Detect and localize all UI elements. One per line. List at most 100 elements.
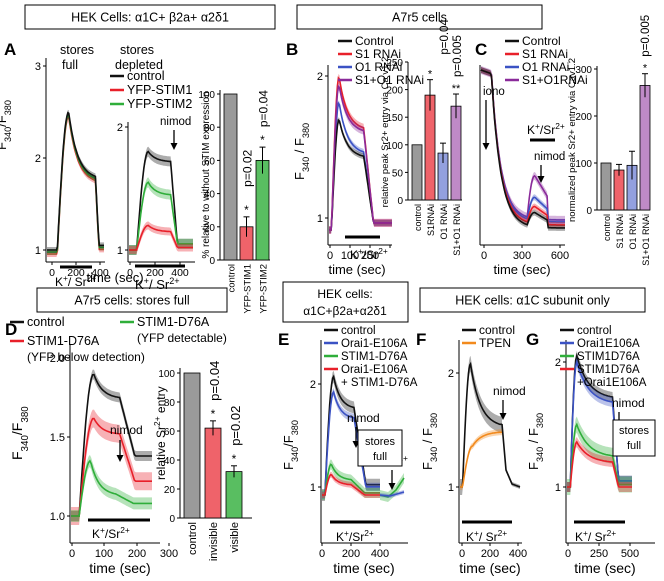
panel-c-bar-bar	[600, 162, 612, 211]
panel-b-s1o1	[329, 84, 392, 231]
panel-c-xticklabel: 300	[513, 250, 531, 262]
panel-e-nimod: nimod	[347, 411, 380, 425]
panel-f-tpen-band	[460, 429, 502, 490]
panel-g-legend-item: STIM1D76A	[577, 364, 640, 376]
panel-e-yticklabel: 1	[310, 482, 316, 494]
panel-letter-a: A	[4, 40, 16, 59]
panel-a-right-yticklabel: 1	[117, 245, 123, 257]
panel-f-control	[460, 361, 502, 488]
panel-c-bar-xlabel: S1+O1 RNAi	[641, 214, 651, 266]
panel-d-bar-yticklabel: 100	[158, 369, 175, 380]
header-hek-mid-1: HEK cells:	[317, 287, 372, 301]
panel-a-dep-stim1	[129, 224, 193, 251]
panel-d-bar-star: *	[232, 452, 237, 466]
panel-a-bar-xlabel: control	[227, 264, 238, 293]
panel-a-left-xticklabel: 0	[49, 267, 55, 279]
panel-d-xticklabel: 300	[160, 548, 178, 560]
panel-b-bar-yticklabel: 0	[397, 196, 403, 207]
panel-c-nimod-arrow-head	[537, 176, 545, 183]
panel-g-xticklabel: 0	[565, 548, 571, 560]
panel-e-ylabel: F340/F380	[281, 420, 300, 470]
panel-b-bar-bar	[424, 94, 436, 201]
panel-b-bar-yticklabel: 100	[386, 141, 403, 152]
panel-g-box-1: stores	[619, 425, 649, 437]
panel-g-yticklabel: 2	[555, 357, 561, 369]
panel-d-legend-3-item: STIM1-D76A	[137, 315, 210, 329]
panel-a-bar-ylabel: % relative to without STIM expression	[201, 91, 212, 258]
panel-c-stim: K+/Sr2+	[527, 121, 565, 137]
panel-d-nimod: nimod	[110, 423, 143, 437]
panel-d-bar-p1: p=0.04	[207, 361, 222, 401]
panel-b-stim: K+/Sr2+	[350, 246, 388, 262]
panel-d-bar-p2: p=0.02	[228, 406, 243, 446]
panel-a-left-xticklabel: 200	[67, 267, 85, 279]
panel-g-xticklabel: 500	[621, 548, 639, 560]
panel-a-legend-item: YFP-STIM2	[127, 97, 192, 111]
panel-f-yticklabel: 2	[448, 368, 454, 380]
panel-g-stim	[567, 422, 632, 488]
panel-e-xticklabel: 0	[319, 548, 325, 560]
panel-g-stim: K+/ Sr2+	[575, 528, 616, 544]
panel-b-bar-yticklabel: 200	[386, 86, 403, 97]
panel-a-ylabel: F340/F380	[0, 100, 13, 150]
panel-b-yticklabel: 2	[317, 71, 323, 83]
panel-e-legend-item: control	[341, 325, 376, 337]
panel-e-legend-item: Orai1-E106A	[341, 364, 408, 376]
panel-b-bar-xlabel: control	[413, 204, 423, 231]
panel-b-bar-yticklabel: 250	[386, 58, 403, 69]
panel-f-legend-item: TPEN	[479, 336, 511, 350]
panel-b-xlabel: time (sec)	[328, 262, 385, 277]
panel-b-bar-p1: p=0.04	[439, 19, 451, 55]
panel-a-bar-star: *	[244, 203, 249, 217]
panel-g-nimod: nimod	[612, 396, 645, 410]
panel-e-both	[322, 473, 380, 496]
panel-f-washout	[501, 423, 521, 488]
panel-c-bar-xlabel: S1 RNAi	[615, 214, 625, 249]
header-a7r5-box	[296, 4, 543, 30]
panel-f-xticklabel: 400	[509, 548, 527, 560]
panel-b-yticklabel: 1	[317, 213, 323, 225]
panel-e-orai	[322, 390, 380, 496]
header-a7r5-full-box	[36, 287, 228, 313]
header-hek-mid-box	[282, 281, 409, 323]
panel-d-control	[71, 373, 152, 517]
panel-f-nimod-arrow-head	[499, 413, 507, 420]
panel-d-xlabel: time (sec)	[89, 560, 150, 576]
panel-e-storesbox	[357, 429, 403, 467]
panel-a-bar-yticklabel: 20	[204, 223, 216, 234]
panel-a-xlabel: time (sec)	[86, 270, 143, 285]
panel-letter-d: D	[5, 320, 17, 339]
header-hek-mid-2: α1C+β2a+α2δ1	[303, 304, 387, 318]
panel-d-bar-xlabel: invisible	[208, 522, 220, 561]
panel-c-bar-xlabel: O1 RNAi	[628, 214, 638, 250]
panel-a-left-yticklabel: 2	[35, 153, 41, 165]
panel-d-visible	[71, 459, 152, 517]
panel-d-bar-yticklabel: 80	[164, 398, 176, 409]
panel-f-legend-item: control	[479, 323, 515, 337]
panel-d-bar-yticklabel: 20	[164, 485, 176, 496]
panel-e-xticklabel: 400	[371, 548, 389, 560]
panel-b-bar-ylabel: relative peak Sr2+ entry via Ca v1.2	[380, 57, 391, 208]
panel-c-bar-star: *	[643, 63, 648, 75]
panel-e-ca-blue	[379, 491, 405, 497]
panel-a-bar-yticklabel: 80	[204, 123, 216, 134]
panel-c-iono: iono	[483, 86, 505, 98]
panel-b-bar-yticklabel: 50	[392, 168, 404, 179]
panel-a-full-1: stores	[60, 43, 94, 57]
panel-a-bar-yticklabel: 40	[204, 190, 216, 201]
panel-a-bar-p2: p=0.04	[257, 90, 271, 127]
panel-b-bar-p2: p=0.005	[452, 35, 464, 77]
panel-d-bar-bar	[183, 372, 201, 519]
panel-b-bar-xlabel: S1+O1 RNAi	[452, 204, 462, 256]
panel-b-legend-item: S1 RNAi	[355, 47, 401, 61]
panel-d-bar-yticklabel: 40	[164, 456, 176, 467]
panel-a-dep-stim: K+/ Sr2+	[135, 276, 180, 292]
header-hek: HEK Cells: α1C+ β2a+ α2δ1	[71, 11, 229, 25]
header-hek-box	[24, 4, 276, 30]
panel-b-bar-star: **	[452, 83, 461, 95]
panel-e-orai-band	[322, 388, 380, 499]
panel-a-bar-yticklabel: 0	[209, 256, 215, 267]
header-hek-alpha-box	[419, 287, 646, 313]
panel-g-xticklabel: 250	[590, 548, 608, 560]
